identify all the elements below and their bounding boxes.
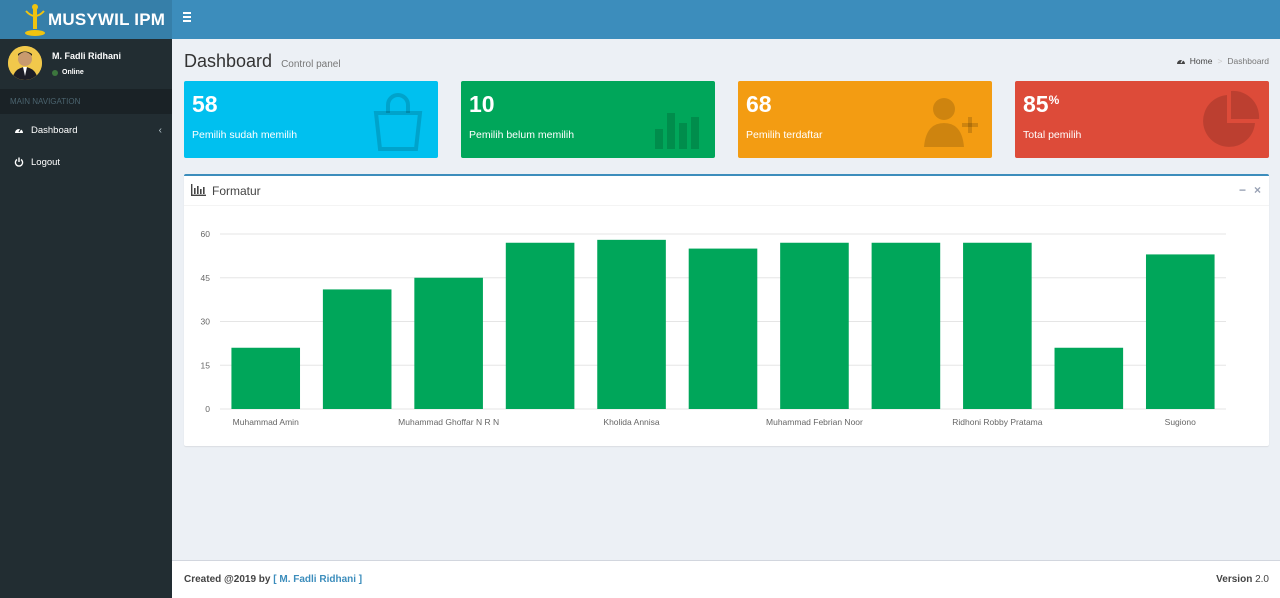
bar bbox=[322, 289, 392, 409]
main-content: Dashboard Control panel Home > Dashboard… bbox=[172, 39, 1280, 560]
breadcrumb-home-link[interactable]: Home bbox=[1189, 56, 1213, 66]
power-icon bbox=[14, 157, 24, 167]
y-tick-label: 60 bbox=[201, 229, 211, 239]
online-status-dot-icon bbox=[52, 69, 58, 76]
footer-version: Version 2.0 bbox=[1216, 574, 1269, 585]
y-tick-label: 30 bbox=[201, 317, 211, 327]
x-tick-label: Sugiono bbox=[1165, 417, 1196, 427]
footer-created-text: Created @2019 by bbox=[184, 574, 274, 585]
footer: Created @2019 by [ M. Fadli Ridhani ] Ve… bbox=[172, 560, 1280, 598]
breadcrumb: Home > Dashboard bbox=[1176, 56, 1269, 66]
user-status-label: Online bbox=[62, 69, 84, 76]
bar bbox=[1145, 254, 1215, 409]
y-tick-label: 15 bbox=[201, 360, 211, 370]
bar bbox=[688, 248, 758, 409]
stat-label: Pemilih sudah memilih bbox=[192, 129, 298, 141]
sidebar: M. Fadli Ridhani Online MAIN NAVIGATION … bbox=[0, 39, 172, 598]
stat-tiles: 58 Pemilih sudah memilih 10 Pemilih belu… bbox=[184, 81, 1269, 158]
bar bbox=[597, 239, 666, 409]
bar bbox=[414, 277, 483, 409]
bar bbox=[780, 242, 849, 409]
user-panel: M. Fadli Ridhani Online bbox=[0, 39, 172, 89]
dashboard-icon bbox=[1176, 59, 1185, 64]
nav-header: MAIN NAVIGATION bbox=[0, 89, 172, 114]
footer-author-link[interactable]: [ M. Fadli Ridhani ] bbox=[273, 574, 363, 585]
chevron-left-icon: ‹ bbox=[158, 125, 162, 136]
user-name: M. Fadli Ridhani bbox=[52, 51, 121, 61]
stat-value: 85% bbox=[1023, 91, 1060, 117]
stat-label: Total pemilih bbox=[1023, 129, 1082, 141]
breadcrumb-separator: > bbox=[1217, 56, 1223, 66]
stat-value: 58 bbox=[192, 91, 218, 117]
x-tick-label: Ridhoni Robby Pratama bbox=[952, 417, 1043, 427]
minimize-button[interactable]: − bbox=[1238, 183, 1246, 197]
stat-label: Pemilih belum memilih bbox=[469, 129, 575, 141]
sidebar-toggle-icon[interactable] bbox=[182, 12, 196, 26]
dashboard-icon bbox=[15, 128, 23, 133]
x-tick-label: Muhammad Ghoffar N R N bbox=[398, 417, 499, 427]
bar bbox=[963, 242, 1032, 409]
stat-value: 68 bbox=[746, 91, 772, 117]
logo-emblem-icon bbox=[25, 4, 45, 36]
y-tick-label: 45 bbox=[201, 273, 211, 283]
stat-tile-total: 85% Total pemilih bbox=[1015, 81, 1269, 158]
close-button[interactable]: × bbox=[1253, 183, 1261, 197]
box-tools: − × bbox=[1239, 183, 1261, 197]
page-subtitle: Control panel bbox=[281, 59, 341, 70]
x-tick-label: Muhammad Amin bbox=[233, 417, 299, 427]
bar-chart-icon bbox=[655, 113, 699, 149]
stat-label: Pemilih terdaftar bbox=[746, 129, 823, 141]
user-status: Online bbox=[52, 69, 84, 76]
y-tick-label: 0 bbox=[205, 404, 210, 414]
x-tick-label: Muhammad Febrian Noor bbox=[766, 417, 863, 427]
top-navbar bbox=[172, 0, 1280, 39]
footer-version-number: 2.0 bbox=[1252, 574, 1269, 585]
bar bbox=[505, 242, 575, 409]
bar-chart-icon bbox=[191, 184, 206, 196]
sidebar-item-dashboard[interactable]: Dashboard ‹ bbox=[0, 114, 172, 146]
user-plus-icon bbox=[924, 98, 978, 147]
page-title: Dashboard Control panel bbox=[184, 51, 341, 72]
bar bbox=[1054, 347, 1124, 409]
page-title-text: Dashboard bbox=[184, 51, 273, 71]
box-title: Formatur bbox=[212, 184, 261, 198]
pie-chart-icon bbox=[1203, 90, 1260, 147]
x-tick-label: Kholida Annisa bbox=[603, 417, 660, 427]
stat-tile-voted: 58 Pemilih sudah memilih bbox=[184, 81, 438, 158]
sidebar-item-label: Dashboard bbox=[31, 124, 78, 136]
bar bbox=[231, 347, 301, 409]
stat-tile-not-voted: 10 Pemilih belum memilih bbox=[461, 81, 715, 158]
formatur-bar-chart: 0 15 30 45 60 Muhammad Amin Muhammad Ghoffar N… bbox=[201, 229, 1226, 427]
stat-value: 10 bbox=[469, 91, 495, 117]
sidebar-item-label: Logout bbox=[31, 156, 61, 168]
avatar bbox=[8, 46, 42, 80]
sidebar-item-logout[interactable]: Logout bbox=[0, 146, 172, 178]
breadcrumb-current: Dashboard bbox=[1227, 56, 1269, 66]
footer-version-label: Version bbox=[1216, 574, 1253, 585]
stat-tile-registered: 68 Pemilih terdaftar bbox=[738, 81, 992, 158]
app-title: MUSYWIL IPM bbox=[48, 9, 166, 29]
formatur-chart-box: Formatur − × 0 15 30 45 60 Muhammad Amin Muham… bbox=[184, 174, 1269, 446]
bar bbox=[871, 242, 941, 409]
logo-bar[interactable]: MUSYWIL IPM bbox=[0, 0, 172, 39]
shopping-bag-icon bbox=[373, 93, 423, 151]
box-header: Formatur − × bbox=[184, 176, 1269, 206]
footer-credit: Created @2019 by [ M. Fadli Ridhani ] bbox=[184, 574, 362, 585]
